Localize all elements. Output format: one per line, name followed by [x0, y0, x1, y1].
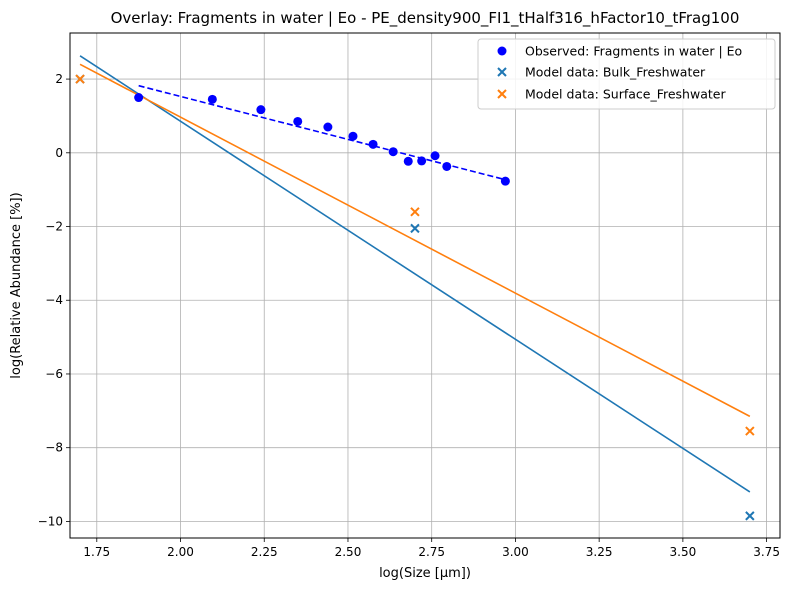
data-point-series-1	[410, 223, 420, 234]
x-tick-label: 1.75	[83, 545, 110, 559]
data-points	[75, 74, 755, 521]
legend-label-surface: Model data: Surface_Freshwater	[525, 87, 726, 102]
data-point-series-0	[323, 122, 333, 132]
x-tick-label: 2.50	[335, 545, 362, 559]
legend-marker-bulk	[497, 67, 507, 77]
chart-title: Overlay: Fragments in water | Eo - PE_de…	[111, 9, 740, 28]
y-tick-label: −2	[45, 220, 63, 234]
ticks: 1.75 2.00 2.25 2.50 2.75 3.00 3.25 3.50 3.75 −10 −…	[38, 72, 780, 559]
y-tick-label: 2	[55, 72, 63, 86]
x-tick-label: 2.00	[167, 545, 194, 559]
data-point-series-0	[442, 161, 452, 171]
y-axis-label: log(Relative Abundance [%])	[9, 192, 24, 378]
x-tick-label: 2.25	[251, 545, 278, 559]
plot-frame	[69, 32, 781, 539]
data-point-series-0	[293, 116, 303, 126]
data-point-series-0	[348, 131, 358, 141]
x-tick-label: 3.50	[670, 545, 697, 559]
data-point-series-0	[417, 156, 427, 166]
data-point-series-1	[745, 511, 755, 521]
data-point-series-0	[368, 139, 378, 149]
data-point-series-0	[207, 94, 217, 104]
y-tick-label: −10	[38, 514, 63, 528]
data-point-series-0	[256, 105, 266, 115]
legend-label-bulk: Model data: Bulk_Freshwater	[525, 65, 706, 80]
y-tick-label: 0	[55, 146, 63, 160]
data-point-series-2	[745, 426, 755, 436]
data-point-series-0	[388, 147, 398, 157]
data-point-series-0	[430, 151, 440, 161]
data-point-series-2	[410, 207, 420, 217]
x-axis-label: log(Size [μm])	[379, 566, 471, 581]
legend-label-observed: Observed: Fragments in water | Eo	[525, 44, 742, 59]
x-tick-label: 3.25	[586, 545, 613, 559]
legend: Observed: Fragments in water | Eo Model …	[477, 38, 776, 110]
legend-marker-surface	[497, 89, 507, 99]
y-tick-label: −8	[45, 441, 63, 455]
legend-marker-observed	[497, 46, 507, 56]
y-tick-label: −4	[45, 293, 63, 307]
data-point-series-0	[134, 93, 144, 103]
data-point-series-0	[403, 156, 413, 166]
y-tick-label: −6	[45, 367, 63, 381]
x-tick-label: 3.00	[502, 545, 529, 559]
data-point-series-2	[75, 74, 85, 84]
data-point-series-0	[500, 176, 510, 186]
legend-box	[477, 38, 776, 110]
fit-line-series-2	[79, 63, 751, 418]
x-tick-label: 2.75	[418, 545, 445, 559]
fit-line-series-1	[79, 55, 751, 493]
x-tick-label: 3.75	[753, 545, 780, 559]
